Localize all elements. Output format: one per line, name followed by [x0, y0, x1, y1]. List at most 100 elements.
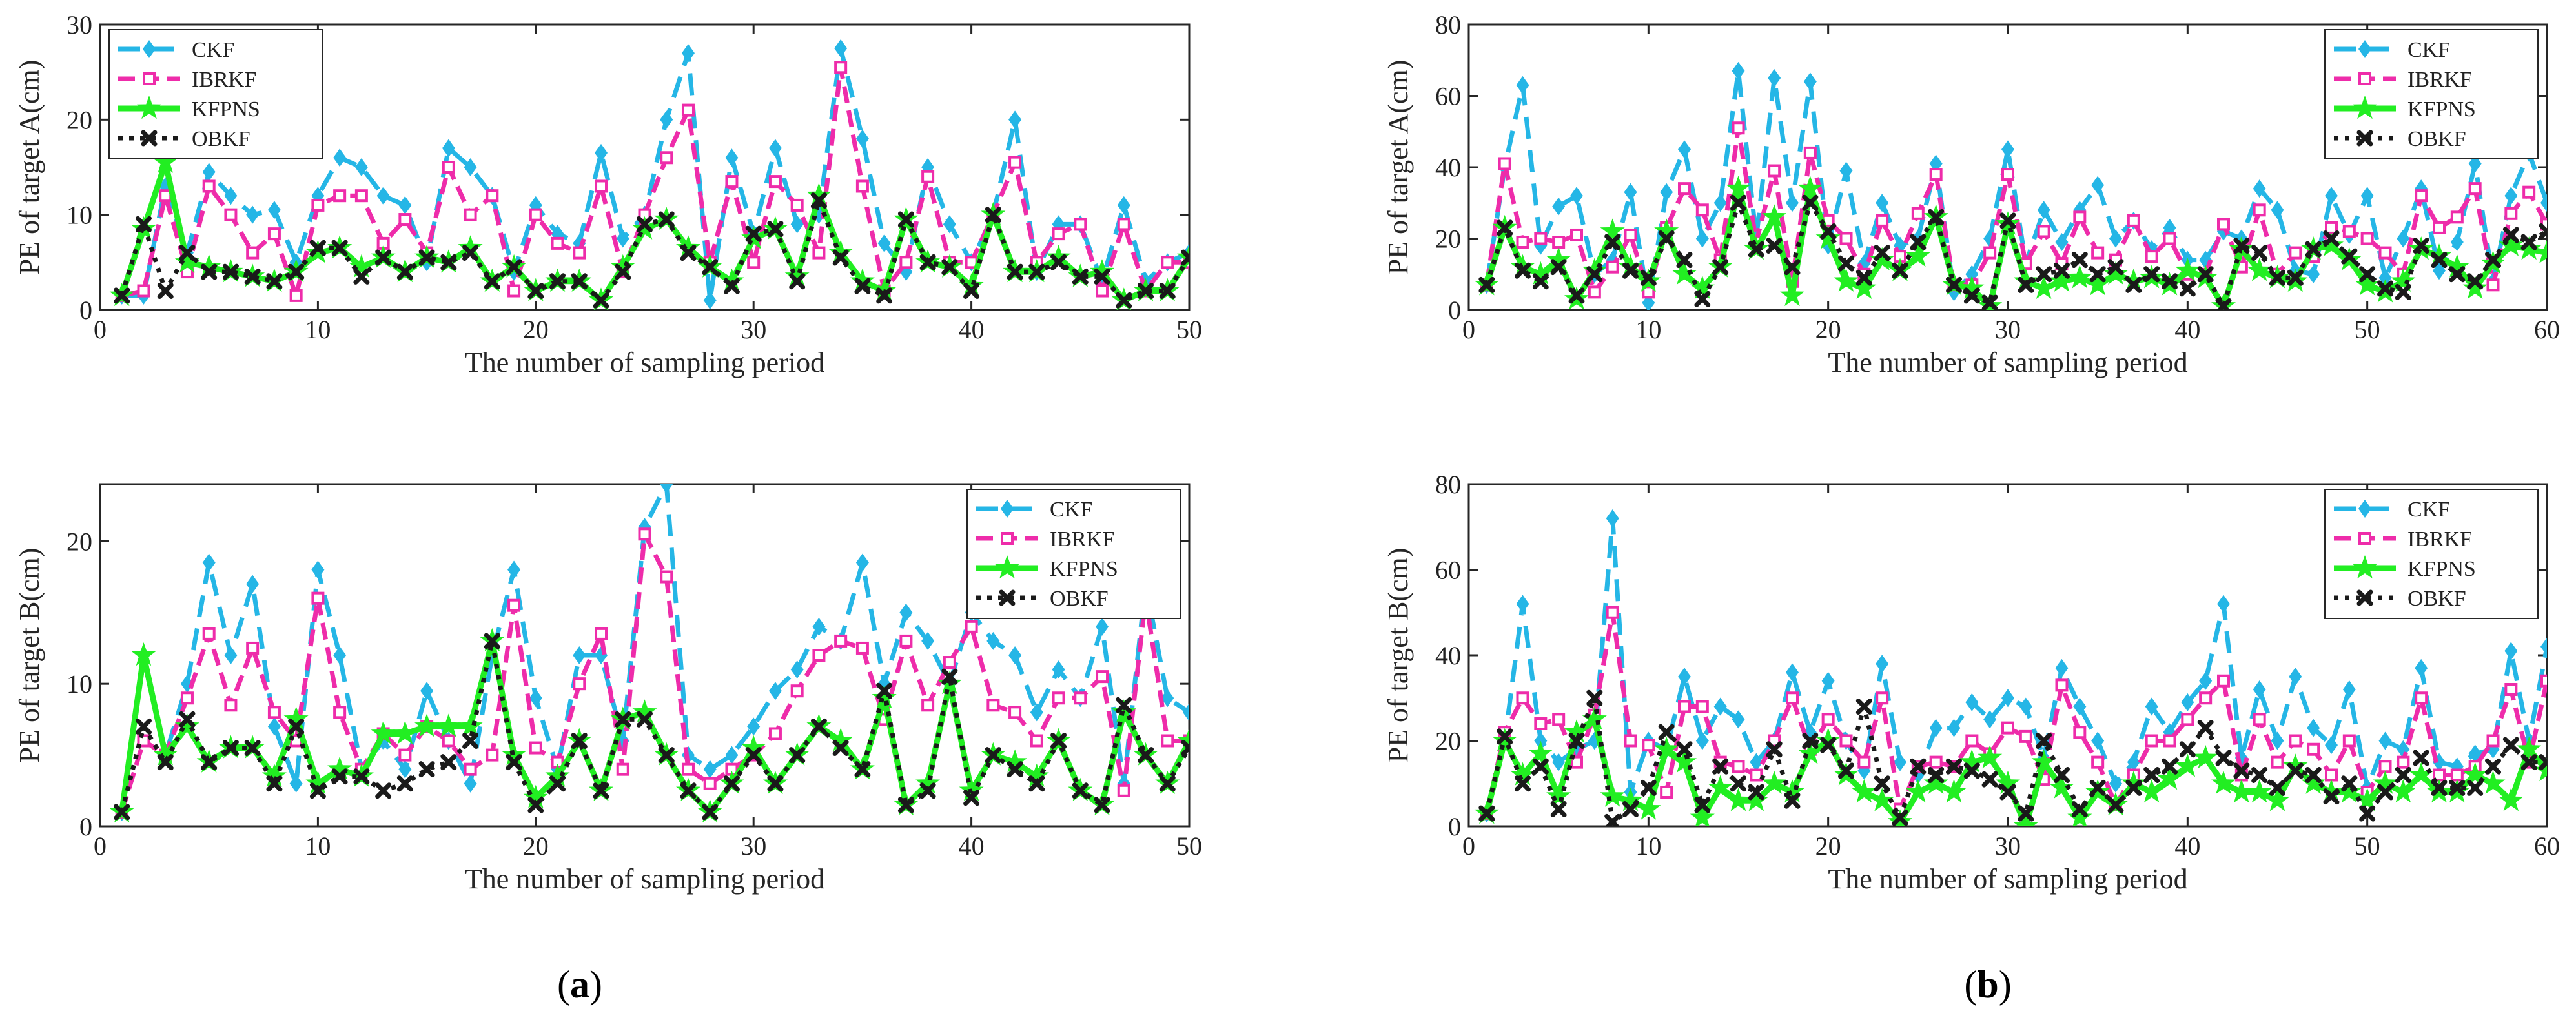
data-point-ibrkf	[1839, 232, 1853, 245]
data-point-ibrkf	[595, 179, 608, 193]
data-point-kfpns	[2319, 779, 2344, 803]
data-point-kfpns	[1978, 745, 2003, 769]
data-point-ibrkf	[1642, 285, 1655, 299]
y-axis-label: PE of target B(cm)	[14, 548, 45, 763]
data-point-ibrkf	[1821, 713, 1835, 726]
data-point-obkf	[222, 740, 239, 757]
data-point-obkf	[331, 240, 348, 256]
x-tick-label: 20	[523, 831, 549, 861]
legend-marker-obkf	[141, 130, 158, 147]
data-point-obkf	[876, 682, 893, 699]
data-point-kfpns	[806, 183, 832, 207]
series-obkf	[114, 192, 1189, 309]
data-point-kfpns	[1797, 176, 1823, 199]
data-point-obkf	[1604, 234, 1621, 250]
data-point-ibrkf	[1052, 227, 1065, 241]
data-point-obkf	[2413, 750, 2429, 766]
data-point-ckf	[2325, 736, 2338, 755]
data-point-kfpns	[872, 685, 897, 709]
data-point-obkf	[331, 768, 348, 785]
data-point-kfpns	[1780, 282, 1804, 307]
data-point-ibrkf	[834, 61, 848, 74]
data-point-ibrkf	[1929, 168, 1943, 181]
data-point-obkf	[2179, 741, 2196, 758]
data-point-ckf	[768, 139, 782, 158]
data-point-ckf	[2540, 194, 2547, 212]
data-point-ckf	[2271, 201, 2284, 219]
data-point-obkf	[1028, 775, 1045, 792]
data-point-ckf	[1839, 161, 1853, 180]
data-point-obkf	[484, 273, 500, 290]
data-point-kfpns	[1708, 775, 1733, 799]
data-point-kfpns	[2535, 240, 2547, 263]
data-point-kfpns	[915, 770, 941, 794]
series-line-ckf	[121, 46, 1189, 303]
data-point-obkf	[985, 747, 1001, 764]
data-point-obkf	[1007, 263, 1023, 280]
data-point-ibrkf	[224, 208, 238, 221]
series-line-obkf	[119, 198, 1189, 303]
data-point-ckf	[398, 196, 412, 214]
data-point-ckf	[725, 746, 739, 764]
data-point-ibrkf	[2163, 232, 2176, 245]
data-point-ckf	[1713, 697, 1727, 716]
data-point-obkf	[244, 268, 261, 285]
data-point-obkf	[1094, 797, 1110, 813]
data-point-ckf	[2037, 201, 2050, 219]
data-point-kfpns	[1546, 247, 1571, 270]
data-point-kfpns	[174, 713, 199, 737]
data-point-kfpns	[1905, 779, 1930, 803]
data-point-obkf	[1676, 252, 1693, 269]
data-point-obkf	[2233, 238, 2250, 254]
x-tick-label: 40	[2174, 315, 2200, 344]
data-point-kfpns	[2157, 766, 2182, 790]
chart-b-target-a: 0 10 20 30 40 50 60 0 20 40 60 80 The number of samp…	[1382, 10, 2560, 378]
data-point-obkf	[2359, 805, 2376, 822]
data-point-obkf	[615, 711, 631, 728]
data-point-obkf	[353, 768, 370, 785]
data-point-ckf	[855, 553, 869, 572]
data-point-obkf	[1838, 762, 1854, 779]
x-tick-label: 20	[523, 315, 549, 344]
data-point-kfpns	[2049, 775, 2074, 799]
data-point-kfpns	[1726, 176, 1751, 199]
data-point-ibrkf	[289, 289, 303, 302]
data-point-ckf	[725, 148, 739, 167]
data-point-ibrkf	[1030, 734, 1043, 748]
data-point-ckf	[2504, 187, 2518, 205]
data-point-ibrkf	[180, 691, 194, 705]
data-point-ibrkf	[2378, 246, 2392, 260]
data-point-obkf	[897, 797, 914, 813]
data-point-kfpns	[1834, 268, 1859, 292]
data-point-ibrkf	[1768, 734, 1781, 748]
data-point-obkf	[2251, 245, 2268, 261]
x-tick-label: 20	[1815, 831, 1841, 861]
data-point-obkf	[418, 761, 435, 778]
data-point-kfpns	[632, 216, 657, 240]
data-point-obkf	[2269, 269, 2285, 286]
data-point-kfpns	[2103, 261, 2128, 285]
data-point-ckf	[747, 717, 761, 736]
legend-marker-ibrkf	[143, 72, 156, 85]
data-point-obkf	[375, 249, 392, 266]
data-point-obkf	[963, 790, 980, 806]
data-point-ibrkf	[1732, 121, 1745, 135]
data-point-obkf	[1138, 283, 1154, 300]
data-point-obkf	[876, 287, 893, 304]
legend-label-ckf: CKF	[1050, 498, 1092, 522]
data-point-ibrkf	[246, 641, 260, 655]
data-point-ckf	[595, 143, 608, 162]
data-point-obkf	[745, 225, 762, 242]
data-point-ibrkf	[1876, 214, 1889, 227]
data-point-obkf	[440, 254, 457, 270]
data-point-ckf	[246, 575, 260, 593]
data-point-ibrkf	[1570, 228, 1583, 241]
legend-label-kfpns: KFPNS	[2407, 97, 2476, 121]
data-point-ckf	[1678, 668, 1691, 686]
data-point-kfpns	[741, 225, 766, 249]
data-point-ibrkf	[1803, 146, 1817, 159]
data-point-obkf	[1622, 262, 1639, 279]
data-point-ibrkf	[2486, 734, 2500, 748]
data-point-kfpns	[1528, 261, 1553, 285]
data-point-obkf	[396, 775, 413, 792]
